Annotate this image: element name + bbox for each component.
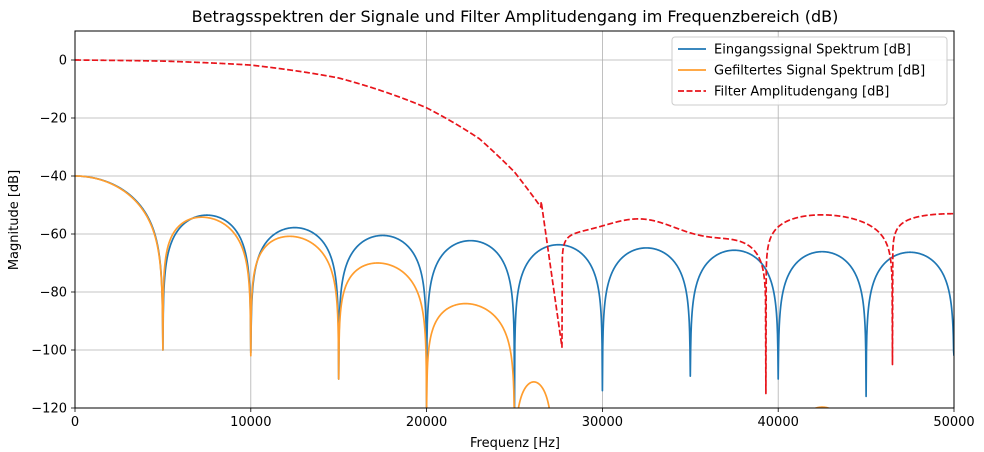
x-tick-label: 0 bbox=[71, 415, 79, 430]
legend-box bbox=[671, 36, 948, 106]
plot-frame bbox=[74, 30, 955, 409]
y-tick-label: 0 bbox=[59, 54, 67, 69]
legend-label: Eingangssignal Spektrum [dB] bbox=[714, 43, 911, 58]
x-tick-label: 10000 bbox=[230, 415, 271, 430]
chart-title: Betragsspektren der Signale und Filter A… bbox=[192, 7, 839, 26]
x-tick-label: 40000 bbox=[758, 415, 799, 430]
y-tick-label: −100 bbox=[31, 344, 67, 359]
legend: Eingangssignal Spektrum [dB] Gefiltertes … bbox=[671, 36, 948, 106]
x-tick-label: 50000 bbox=[933, 415, 974, 430]
x-axis-label: Frequenz [Hz] bbox=[470, 436, 560, 451]
plot-area bbox=[75, 59, 954, 408]
x-tick-label: 30000 bbox=[582, 415, 623, 430]
y-tick-label: −120 bbox=[31, 402, 67, 417]
x-axis: 0 10000 20000 30000 40000 50000 bbox=[71, 408, 975, 430]
y-tick-label: −40 bbox=[40, 170, 67, 185]
filter-response-line bbox=[75, 59, 954, 395]
filtered-spectrum-line bbox=[75, 175, 831, 408]
y-axis: 0 −20 −40 −60 −80 −100 −120 bbox=[31, 54, 75, 417]
y-tick-label: −20 bbox=[40, 112, 67, 127]
x-tick-label: 20000 bbox=[406, 415, 447, 430]
legend-label: Gefiltertes Signal Spektrum [dB] bbox=[714, 64, 925, 79]
y-tick-label: −60 bbox=[40, 228, 67, 243]
legend-label: Filter Amplitudengang [dB] bbox=[714, 85, 889, 100]
y-axis-label: Magnitude [dB] bbox=[7, 170, 22, 270]
y-tick-label: −80 bbox=[40, 286, 67, 301]
input-spectrum-line bbox=[75, 175, 954, 408]
